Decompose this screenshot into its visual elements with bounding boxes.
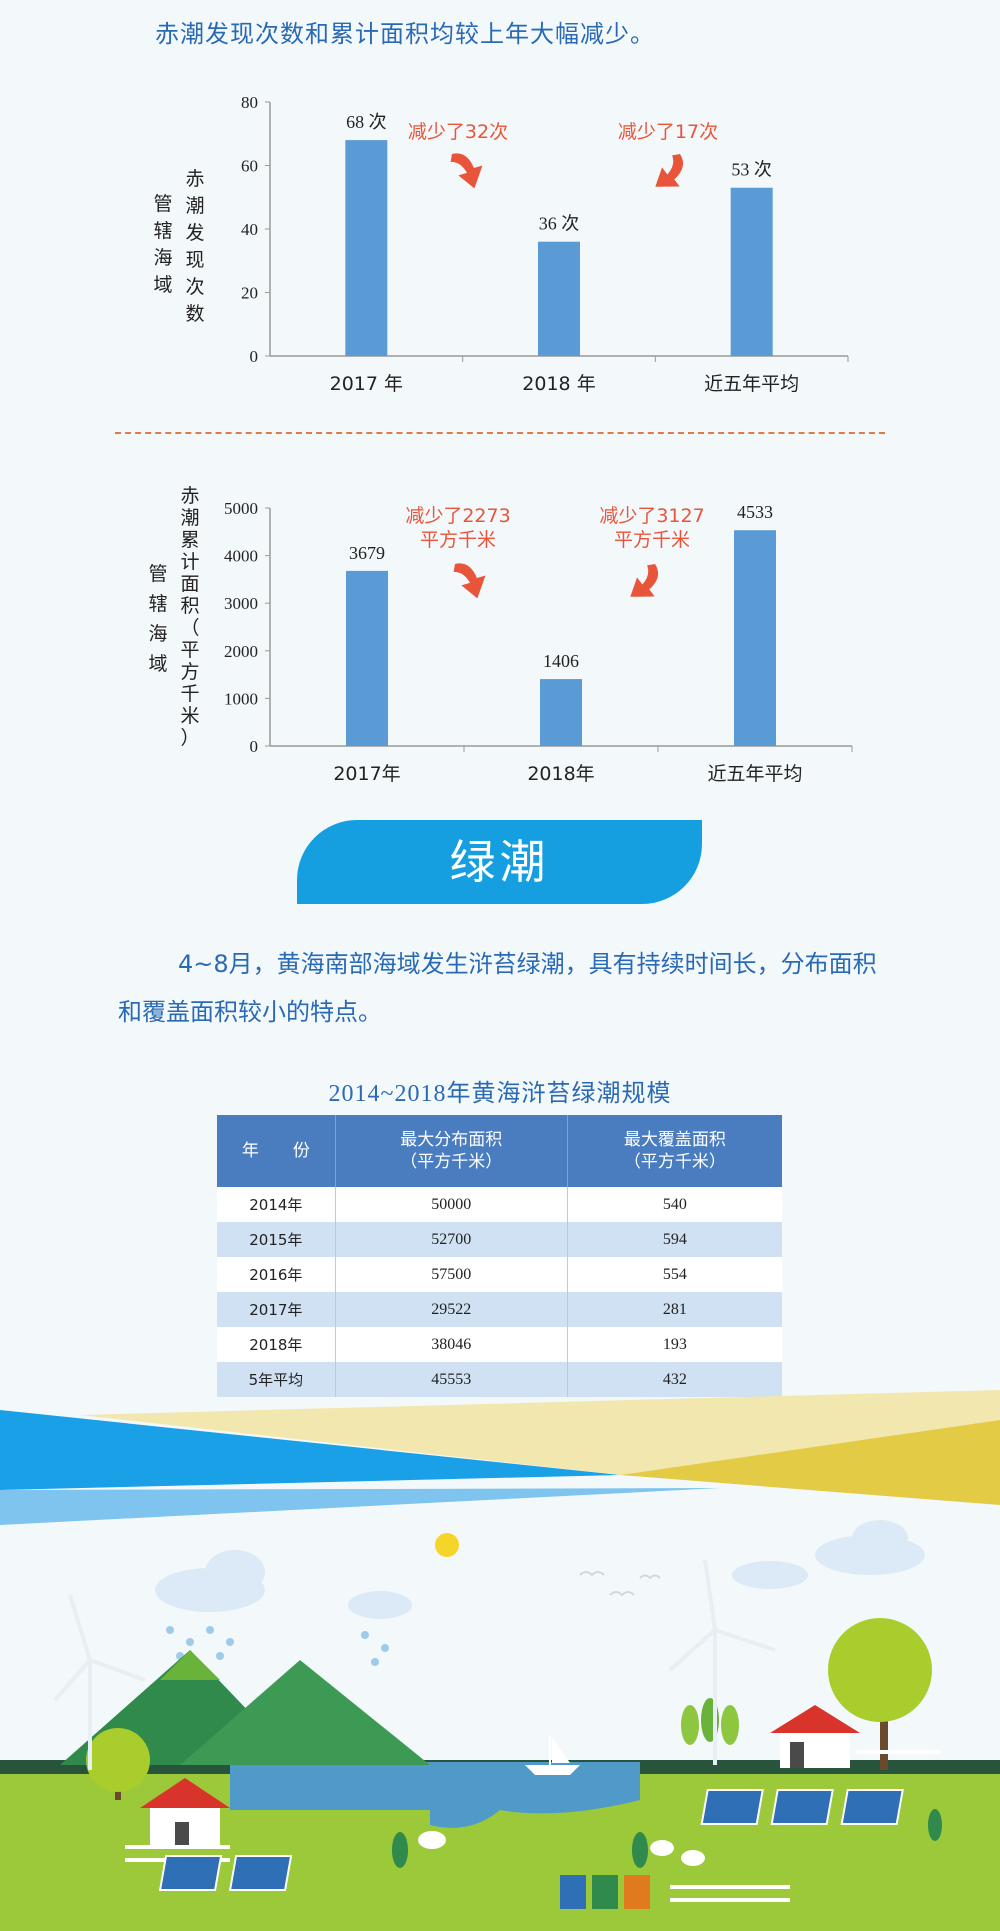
cell-distribution: 50000 (335, 1187, 568, 1222)
annotation-label: 减少了17次 (618, 121, 718, 143)
cell-year: 2018年 (217, 1327, 336, 1362)
table-row: 2018年 38046 193 (217, 1327, 782, 1362)
x-tick-label: 2018年 (527, 763, 594, 785)
intro-text: 赤潮发现次数和累计面积均较上年大幅减少。 (155, 20, 655, 48)
annotation-label: 减少了2273 平方千米 (405, 505, 510, 551)
boat-icon (525, 1735, 580, 1775)
eco-landscape-illustration (0, 1390, 1000, 1931)
cell-distribution: 38046 (335, 1327, 568, 1362)
x-tick-label: 近五年平均 (704, 373, 799, 395)
cell-year: 2016年 (217, 1257, 336, 1292)
x-tick-label: 2018 年 (522, 373, 595, 395)
solar-panel-icon (158, 1789, 904, 1891)
cell-year: 5年平均 (217, 1362, 336, 1397)
y-tick-label: 1000 (224, 689, 258, 708)
y-tick-label: 3000 (224, 594, 258, 613)
green-tide-scale-table: 年 份 最大分布面积 （平方千米） 最大覆盖面积 （平方千米） 2014年 50… (217, 1115, 782, 1397)
arrow-icon (630, 564, 659, 597)
y-tick-label: 0 (250, 347, 259, 366)
annotation-label: 减少了3127 平方千米 (599, 505, 704, 551)
data-label: 53 次 (731, 160, 772, 180)
cell-year: 2017年 (217, 1292, 336, 1327)
cell-coverage: 540 (567, 1187, 782, 1222)
sheep-icon (418, 1831, 705, 1866)
birds-icon (579, 1571, 661, 1597)
cell-year: 2015年 (217, 1222, 336, 1257)
x-tick-label: 2017年 (333, 763, 400, 785)
table-row: 2015年 52700 594 (217, 1222, 782, 1257)
rain-icon (166, 1626, 389, 1666)
cell-coverage: 281 (567, 1292, 782, 1327)
section-divider (115, 432, 885, 434)
cell-year: 2014年 (217, 1187, 336, 1222)
wind-turbine-icon (53, 1559, 776, 1770)
table-row: 2016年 57500 554 (217, 1257, 782, 1292)
yellow-ribbon (620, 1420, 1000, 1505)
y-axis-label-inner: 赤潮累计面积（平方千米） (180, 485, 199, 749)
table-header-row: 年 份 最大分布面积 （平方千米） 最大覆盖面积 （平方千米） (217, 1115, 782, 1187)
bar (540, 679, 582, 746)
cell-coverage: 594 (567, 1222, 782, 1257)
cream-ribbon (80, 1390, 1000, 1475)
y-axis-label-outer: 管辖海域 (153, 193, 172, 296)
light-blue-ribbon (0, 1488, 720, 1525)
red-tide-area-chart: 0 1000 2000 3000 4000 5000 3679 2017年 1406 2018年 4… (148, 485, 853, 785)
sun-icon (435, 1533, 459, 1557)
header-max-distribution: 最大分布面积 （平方千米） (335, 1115, 568, 1187)
cell-distribution: 29522 (335, 1292, 568, 1327)
arrow-icon (655, 154, 684, 187)
bar (730, 187, 773, 356)
x-tick-label: 近五年平均 (707, 763, 802, 785)
y-tick-label: 5000 (224, 499, 258, 518)
bar (538, 241, 580, 356)
y-axis-label-outer: 管辖海域 (148, 563, 167, 675)
cell-coverage: 193 (567, 1327, 782, 1362)
data-label: 4533 (737, 502, 773, 522)
arrow-icon (450, 153, 483, 189)
green-tide-paragraph: 4~8月，黄海南部海域发生浒苔绿潮，具有持续时间长，分布面积和覆盖面积较小的特点… (118, 950, 877, 1026)
y-tick-label: 60 (241, 157, 258, 176)
cell-distribution: 57500 (335, 1257, 568, 1292)
header-year: 年 份 (217, 1115, 336, 1187)
bar (346, 570, 388, 746)
bar (734, 530, 776, 746)
recycle-bin-icon (560, 1875, 650, 1909)
y-tick-label: 2000 (224, 642, 258, 661)
lake (230, 1762, 640, 1828)
arrow-icon (453, 563, 486, 599)
house-icon (140, 1705, 860, 1845)
table-row: 2014年 50000 540 (217, 1187, 782, 1222)
cell-coverage: 432 (567, 1362, 782, 1397)
cloud-icon (155, 1520, 925, 1619)
y-tick-label: 0 (250, 737, 259, 756)
y-axis-label-inner: 赤潮发现次数 (185, 168, 204, 325)
y-tick-label: 40 (241, 220, 258, 239)
table-row: 5年平均 45553 432 (217, 1362, 782, 1397)
cell-coverage: 554 (567, 1257, 782, 1292)
cell-distribution: 52700 (335, 1222, 568, 1257)
x-tick-label: 2017 年 (330, 373, 403, 395)
y-tick-label: 20 (241, 284, 258, 303)
bar (345, 140, 388, 356)
y-tick-label: 4000 (224, 547, 258, 566)
cell-distribution: 45553 (335, 1362, 568, 1397)
data-label: 1406 (543, 651, 579, 671)
section-banner-green-tide: 绿潮 (297, 820, 702, 904)
blue-ribbon (0, 1410, 620, 1490)
data-label: 68 次 (346, 112, 387, 132)
mountain (180, 1660, 430, 1765)
annotation-label: 减少了32次 (408, 121, 508, 143)
tree-icon (86, 1618, 942, 1868)
data-label: 36 次 (539, 214, 580, 234)
table-row: 2017年 29522 281 (217, 1292, 782, 1327)
data-label: 3679 (349, 543, 385, 563)
header-max-coverage: 最大覆盖面积 （平方千米） (567, 1115, 782, 1187)
y-tick-label: 80 (241, 93, 258, 112)
table-title: 2014~2018年黄海浒苔绿潮规模 (328, 1081, 672, 1107)
